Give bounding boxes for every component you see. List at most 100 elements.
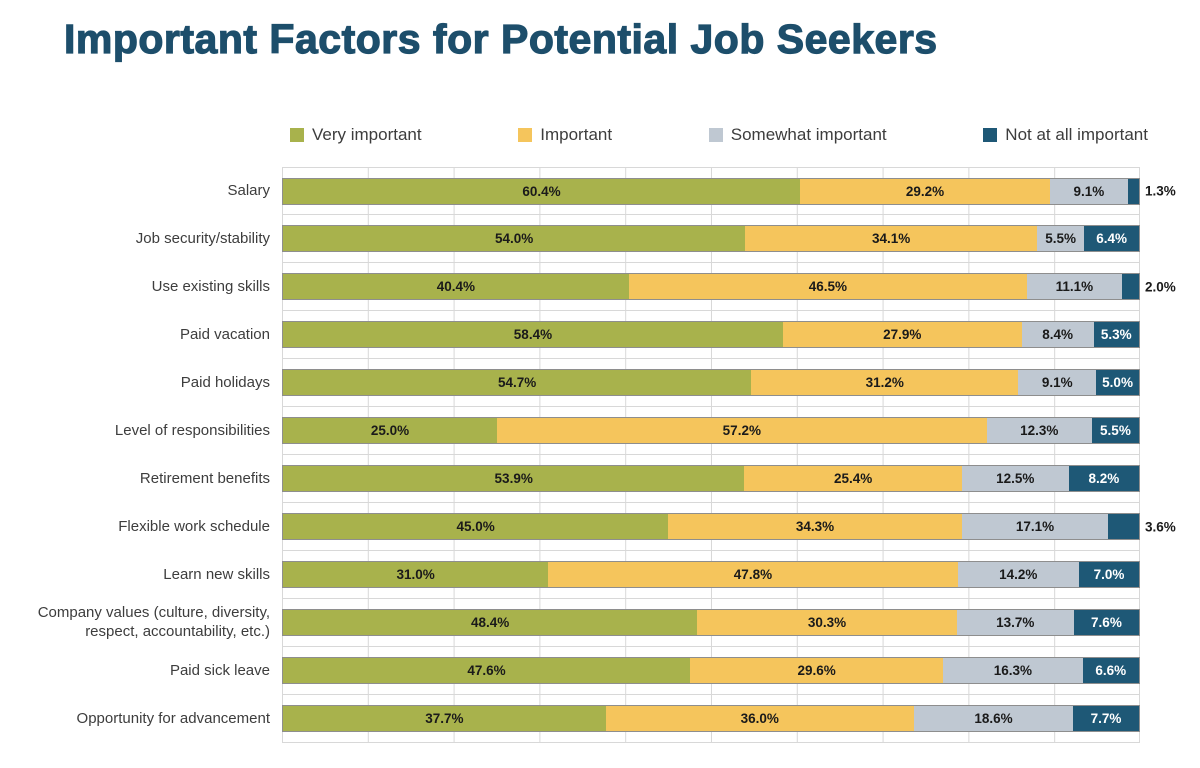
category-label: Flexible work schedule: [118, 517, 270, 535]
infographic-page: Important Factors for Potential Job Seek…: [0, 15, 1200, 744]
segment-value: 31.2%: [865, 375, 904, 391]
category-label: Salary: [227, 181, 270, 199]
bar-segment-very_important: 47.6%: [283, 658, 691, 684]
category-label: Use existing skills: [151, 277, 270, 295]
chart-title: Important Factors for Potential Job Seek…: [63, 15, 938, 62]
segment-value: 40.4%: [436, 279, 476, 295]
segment-value: 12.3%: [1020, 423, 1059, 439]
legend-item: Important: [518, 125, 612, 145]
chart-row: Opportunity for advancement 37.7% 36.0% 18.…: [0, 695, 1200, 744]
segment-value: 34.1%: [872, 231, 911, 247]
segment-value: 37.7%: [425, 711, 464, 727]
bar-segment-important: 47.8%: [548, 562, 958, 588]
bar-area: 54.0% 34.1% 5.5% 6.4%: [282, 215, 1140, 264]
bar-area: 31.0% 47.8% 14.2% 7.0%: [282, 551, 1140, 600]
bar-segment-very_important: 40.4%: [283, 274, 629, 300]
segment-value: 25.4%: [833, 471, 873, 487]
bar-segment-not_at_all_important: 6.4%: [1084, 226, 1139, 252]
segment-value: 58.4%: [513, 327, 553, 343]
bar-segment-very_important: 37.7%: [283, 706, 606, 732]
chart-row: Paid vacation 58.4% 27.9% 8.4% 5.3%: [0, 311, 1200, 360]
bar-segment-very_important: 58.4%: [283, 322, 783, 348]
legend: Very important Important Somewhat importan…: [290, 125, 1148, 145]
category-label: Job security/stability: [135, 229, 270, 247]
segment-value: 16.3%: [993, 663, 1033, 679]
legend-item: Somewhat important: [708, 125, 887, 145]
bar-segment-somewhat_important: 8.4%: [1021, 322, 1094, 348]
chart-row: Company values (culture, diversity, resp…: [0, 599, 1200, 648]
segment-value: 46.5%: [808, 279, 847, 295]
stacked-bar: 31.0% 47.8% 14.2% 7.0%: [282, 561, 1140, 589]
bar-area: 37.7% 36.0% 18.6% 7.7%: [282, 695, 1140, 744]
bar-segment-very_important: 45.0%: [283, 514, 669, 540]
segment-value: 7.7%: [1090, 711, 1122, 727]
segment-value: 6.4%: [1096, 231, 1127, 247]
segment-value: 14.2%: [999, 567, 1038, 583]
bar-segment-very_important: 53.9%: [283, 466, 745, 492]
bar-segment-somewhat_important: 16.3%: [943, 658, 1083, 684]
bar-segment-somewhat_important: 9.1%: [1018, 370, 1097, 396]
segment-value: 34.3%: [795, 519, 835, 535]
legend-label: Important: [540, 125, 613, 145]
bar-segment-not_at_all_important: 8.2%: [1068, 466, 1139, 492]
bar-segment-important: 57.2%: [497, 418, 987, 444]
bar-segment-somewhat_important: 14.2%: [957, 562, 1080, 588]
segment-value-outside: 2.0%: [1145, 279, 1176, 295]
segment-value: 11.1%: [1055, 279, 1094, 295]
bar-segment-important: 27.9%: [782, 322, 1022, 348]
segment-value: 36.0%: [740, 711, 779, 727]
segment-value: 47.6%: [467, 663, 506, 679]
chart-row: Salary 60.4% 29.2% 9.1% 1.3%: [0, 167, 1200, 216]
stacked-bar: 60.4% 29.2% 9.1%: [282, 177, 1140, 205]
segment-value: 5.5%: [1100, 423, 1131, 439]
category-label: Retirement benefits: [139, 469, 270, 487]
segment-value: 45.0%: [456, 519, 495, 535]
segment-value: 8.4%: [1042, 327, 1074, 343]
segment-value-outside: 1.3%: [1145, 183, 1176, 199]
segment-value: 30.3%: [807, 615, 847, 631]
bar-segment-somewhat_important: 11.1%: [1026, 274, 1122, 300]
segment-value: 47.8%: [733, 567, 773, 583]
segment-value: 6.6%: [1095, 663, 1127, 679]
stacked-bar: 48.4% 30.3% 13.7% 7.6%: [282, 609, 1140, 637]
bar-segment-not_at_all_important: 7.0%: [1079, 562, 1139, 588]
chart-row: Paid holidays 54.7% 31.2% 9.1% 5.0%: [0, 359, 1200, 408]
segment-value: 57.2%: [722, 423, 761, 439]
bar-segment-somewhat_important: 13.7%: [956, 610, 1074, 636]
category-label: Paid sick leave: [169, 661, 270, 679]
stacked-bar: 58.4% 27.9% 8.4% 5.3%: [282, 321, 1140, 349]
chart-row: Retirement benefits 53.9% 25.4% 12.5% 8.2%: [0, 455, 1200, 504]
legend-label: Very important: [312, 125, 422, 145]
bar-area: 54.7% 31.2% 9.1% 5.0%: [282, 359, 1140, 408]
chart-row: Job security/stability 54.0% 34.1% 5.5% 6.4%: [0, 215, 1200, 264]
segment-value: 29.2%: [905, 183, 945, 199]
bar-area: 60.4% 29.2% 9.1% 1.3%: [282, 167, 1176, 216]
stacked-bar: 25.0% 57.2% 12.3% 5.5%: [282, 417, 1140, 445]
legend-swatch: [708, 128, 723, 143]
bar-area: 58.4% 27.9% 8.4% 5.3%: [282, 311, 1140, 360]
legend-label: Not at all important: [1005, 125, 1148, 145]
segment-value: 29.6%: [797, 663, 836, 679]
chart-row: Learn new skills 31.0% 47.8% 14.2% 7.0%: [0, 551, 1200, 600]
bar-segment-somewhat_important: 5.5%: [1037, 226, 1085, 252]
bar-segment-very_important: 48.4%: [283, 610, 698, 636]
bar-segment-not_at_all_important: [1108, 514, 1139, 540]
bar-segment-very_important: 54.7%: [283, 370, 752, 396]
bar-segment-important: 29.2%: [800, 178, 1050, 204]
stacked-bar-chart: Salary 60.4% 29.2% 9.1% 1.3% Job security/sta…: [0, 167, 1200, 744]
bar-segment-somewhat_important: 12.5%: [961, 466, 1069, 492]
legend-swatch: [983, 128, 998, 143]
bar-segment-important: 34.1%: [745, 226, 1038, 252]
segment-value: 60.4%: [522, 183, 561, 199]
bar-segment-not_at_all_important: 7.6%: [1073, 610, 1139, 636]
bar-segment-important: 36.0%: [605, 706, 914, 732]
segment-value: 48.4%: [471, 615, 510, 631]
segment-value: 5.0%: [1102, 375, 1133, 391]
segment-value: 5.5%: [1045, 231, 1077, 247]
bar-segment-important: 31.2%: [751, 370, 1019, 396]
bar-segment-somewhat_important: 12.3%: [986, 418, 1092, 444]
stacked-bar: 47.6% 29.6% 16.3% 6.6%: [282, 657, 1140, 685]
category-label: Company values (culture, diversity, resp…: [37, 604, 270, 641]
legend-item: Very important: [290, 125, 422, 145]
bar-segment-not_at_all_important: [1127, 178, 1139, 204]
